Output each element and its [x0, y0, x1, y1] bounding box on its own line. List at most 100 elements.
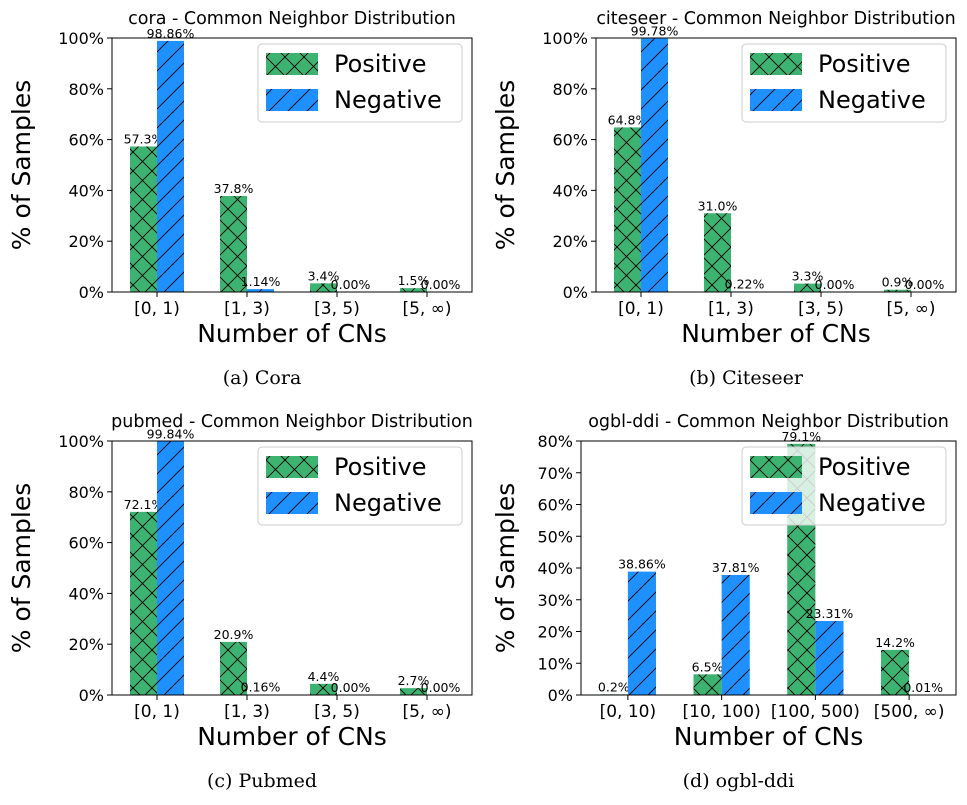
y-tick-label: 30% — [537, 591, 573, 610]
y-tick-label: 20% — [552, 232, 588, 251]
x-tick-label: [3, 5) — [314, 299, 360, 319]
chart-panel-pubmed: 72.1% 99.84% 20.9% 0.16% 4.4% 0.00% 2.7% 0.00% 0… — [0, 403, 483, 805]
bar-chart: 72.1%99.84%20.9%0.16%4.4%0.00% 2.7%0.00%0… — [7, 412, 473, 792]
bar-value-label: 99.78% — [631, 24, 679, 39]
y-tick-label: 20% — [68, 232, 104, 251]
y-tick-label: 40% — [68, 181, 104, 200]
x-tick-label: [100, 500) — [771, 702, 860, 722]
y-tick-label: 70% — [537, 464, 573, 483]
positive-bar — [400, 288, 427, 292]
negative-bar — [247, 289, 274, 292]
legend-label: Negative — [818, 86, 926, 114]
y-tick-label: 0% — [563, 283, 588, 302]
legend-label: Positive — [818, 453, 911, 481]
bar-value-label: 0.00% — [421, 680, 461, 695]
bar-value-label: 0.16% — [241, 680, 281, 695]
legend-label: Positive — [334, 50, 427, 78]
x-axis-label: Number of CNs — [197, 722, 387, 751]
bar-value-label: 38.86% — [618, 557, 666, 572]
bar-value-label: 1.14% — [241, 274, 281, 289]
chart-panel-citeseer: 64.8% 99.78% 31.0% 0.22% 3.3% 0.00% 0.9% 0.00% 0… — [484, 0, 967, 402]
axes-frame — [595, 37, 957, 293]
positive-legend-swatch — [266, 53, 318, 75]
x-tick-label: [5, ∞) — [402, 702, 451, 722]
positive-bar — [130, 511, 157, 695]
positive-bar — [693, 674, 722, 695]
y-tick-label: 40% — [68, 584, 104, 603]
x-axis-label: Number of CNs — [681, 319, 871, 348]
figure-caption: (a) Cora — [223, 367, 302, 389]
x-tick-label: [0, 10) — [600, 702, 657, 722]
bar-value-label: 37.8% — [214, 181, 254, 196]
bar-value-label: 98.86% — [147, 26, 195, 41]
y-tick-label: 100% — [542, 29, 588, 48]
positive-legend-swatch — [266, 456, 318, 478]
bar-value-label: 0.00% — [815, 277, 855, 292]
negative-legend-swatch — [266, 89, 318, 111]
figure-caption: (b) Citeseer — [689, 367, 804, 389]
bar-value-label: 3.4% — [308, 268, 340, 283]
positive-bar — [704, 213, 731, 292]
x-tick-label: [1, 3) — [708, 299, 754, 319]
y-axis-label: % of Samples — [491, 483, 520, 654]
y-tick-label: 100% — [58, 29, 104, 48]
bar-value-label: 6.5% — [692, 659, 724, 674]
x-tick-label: [1, 3) — [224, 702, 270, 722]
legend: Positive Negative — [741, 446, 947, 526]
positive-bar — [310, 683, 337, 695]
y-tick-label: 50% — [537, 527, 573, 546]
negative-bar — [815, 620, 844, 695]
legend: Positive Negative — [257, 446, 463, 526]
bar-value-label: 0.2% — [598, 679, 630, 694]
x-tick-label: [5, ∞) — [886, 299, 935, 319]
legend-label: Positive — [334, 453, 427, 481]
bar-value-label: 0.22% — [725, 276, 765, 291]
negative-legend-swatch — [750, 492, 802, 514]
y-tick-label: 40% — [552, 181, 588, 200]
legend-label: Negative — [334, 489, 442, 517]
bar-chart: 0.2% 38.86% 6.5% 37.81% 79.1% 23.31% 14.2% 0.01… — [491, 412, 957, 792]
bar-value-label: 64.8% — [608, 112, 648, 127]
negative-legend-swatch — [750, 89, 802, 111]
positive-bar — [130, 146, 157, 292]
negative-legend-swatch — [266, 492, 318, 514]
bar-value-label: 0.01% — [903, 680, 943, 695]
x-tick-label: [0, 1) — [134, 299, 180, 319]
bar-value-label: 79.1% — [781, 429, 821, 444]
figure-caption: (d) ogbl-ddi — [683, 770, 795, 792]
legend-label: Positive — [818, 50, 911, 78]
y-axis-label: % of Samples — [491, 80, 520, 251]
y-tick-label: 20% — [537, 623, 573, 642]
y-tick-label: 20% — [68, 635, 104, 654]
positive-bar — [614, 127, 641, 293]
y-tick-label: 60% — [68, 131, 104, 150]
positive-bar — [220, 641, 247, 695]
chart-panel-ogbl-ddi: 0.2% 38.86% 6.5% 37.81% 79.1% 23.31% 14.2% 0.01… — [484, 403, 967, 805]
x-tick-label: [500, ∞) — [874, 702, 945, 722]
y-tick-label: 0% — [79, 686, 104, 705]
bar-chart: 57.3%98.86%37.8%1.14% 3.4%0.00% 1.5%0.00%0… — [7, 9, 473, 389]
y-tick-label: 60% — [552, 131, 588, 150]
negative-bar — [627, 571, 656, 695]
negative-bar — [157, 40, 184, 292]
x-tick-label: [0, 1) — [134, 702, 180, 722]
positive-bar — [881, 649, 910, 695]
x-tick-label: [5, ∞) — [402, 299, 451, 319]
bar-value-label: 4.4% — [308, 669, 340, 684]
positive-bar — [400, 688, 427, 695]
chart-title: citeseer - Common Neighbor Distribution — [596, 9, 955, 29]
positive-bar — [794, 283, 821, 292]
x-axis-label: Number of CNs — [674, 722, 864, 751]
legend: Positive Negative — [257, 43, 463, 123]
positive-bar — [220, 195, 247, 292]
legend-label: Negative — [818, 489, 926, 517]
bar-value-label: 57.3% — [124, 131, 164, 146]
bar-value-label: 99.84% — [147, 426, 195, 441]
bar-value-label: 37.81% — [712, 560, 760, 575]
y-tick-label: 60% — [68, 534, 104, 553]
bar-value-label: 72.1% — [124, 497, 164, 512]
bar-value-label: 0.9% — [882, 275, 914, 290]
bar-value-label: 31.0% — [698, 198, 738, 213]
positive-legend-swatch — [750, 53, 802, 75]
chart-title: ogbl-ddi - Common Neighbor Distribution — [588, 412, 949, 432]
